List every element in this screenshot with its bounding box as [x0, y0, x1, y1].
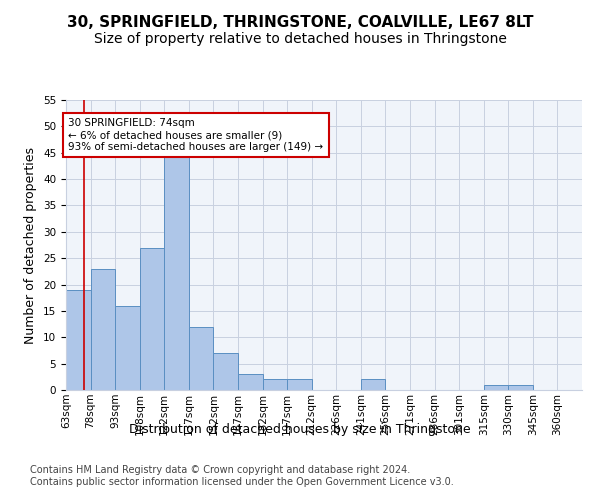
Bar	[66, 290, 91, 390]
Text: 30 SPRINGFIELD: 74sqm
← 6% of detached houses are smaller (9)
93% of semi-detach: 30 SPRINGFIELD: 74sqm ← 6% of detached h…	[68, 118, 323, 152]
Bar	[115, 306, 140, 390]
Bar	[484, 384, 508, 390]
Bar	[508, 384, 533, 390]
Text: Distribution of detached houses by size in Thringstone: Distribution of detached houses by size …	[129, 422, 471, 436]
Text: 30, SPRINGFIELD, THRINGSTONE, COALVILLE, LE67 8LT: 30, SPRINGFIELD, THRINGSTONE, COALVILLE,…	[67, 15, 533, 30]
Bar	[214, 353, 238, 390]
Bar	[91, 268, 115, 390]
Bar	[140, 248, 164, 390]
Y-axis label: Number of detached properties: Number of detached properties	[25, 146, 37, 344]
Bar	[238, 374, 263, 390]
Bar	[263, 380, 287, 390]
Text: Size of property relative to detached houses in Thringstone: Size of property relative to detached ho…	[94, 32, 506, 46]
Text: Contains HM Land Registry data © Crown copyright and database right 2024.
Contai: Contains HM Land Registry data © Crown c…	[30, 465, 454, 486]
Bar	[164, 148, 189, 390]
Bar	[287, 380, 312, 390]
Bar	[361, 380, 385, 390]
Bar	[189, 326, 214, 390]
